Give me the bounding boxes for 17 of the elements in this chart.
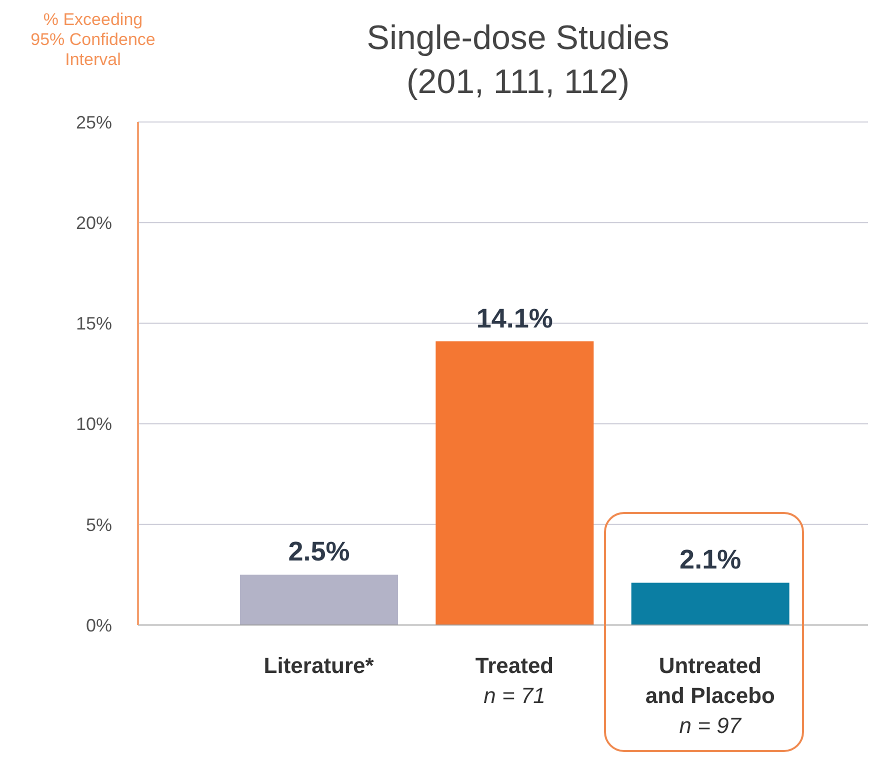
bar (631, 582, 790, 625)
data-label: 2.1% (680, 544, 742, 575)
x-tick-label: Treated n = 71 (475, 653, 554, 708)
data-label: 14.1% (476, 303, 553, 334)
y-tick-label: 20% (76, 212, 112, 233)
bar (240, 574, 398, 625)
y-axis-title: % Exceeding 95% Confidence Interval (30, 10, 156, 70)
data-label: 2.5% (288, 536, 350, 567)
x-tick-label: Literature* (264, 653, 374, 678)
bar (436, 341, 594, 625)
y-tick-label: 5% (86, 514, 112, 535)
chart-title: Single-dose Studies (201, 111, 112) (366, 18, 670, 103)
y-tick-label: 15% (76, 314, 112, 334)
y-tick-label: 0% (86, 615, 112, 636)
y-tick-label: 25% (76, 112, 112, 132)
x-tick-label: Untreated and Placebo n = 97 (645, 653, 775, 738)
y-tick-label: 10% (76, 414, 112, 434)
